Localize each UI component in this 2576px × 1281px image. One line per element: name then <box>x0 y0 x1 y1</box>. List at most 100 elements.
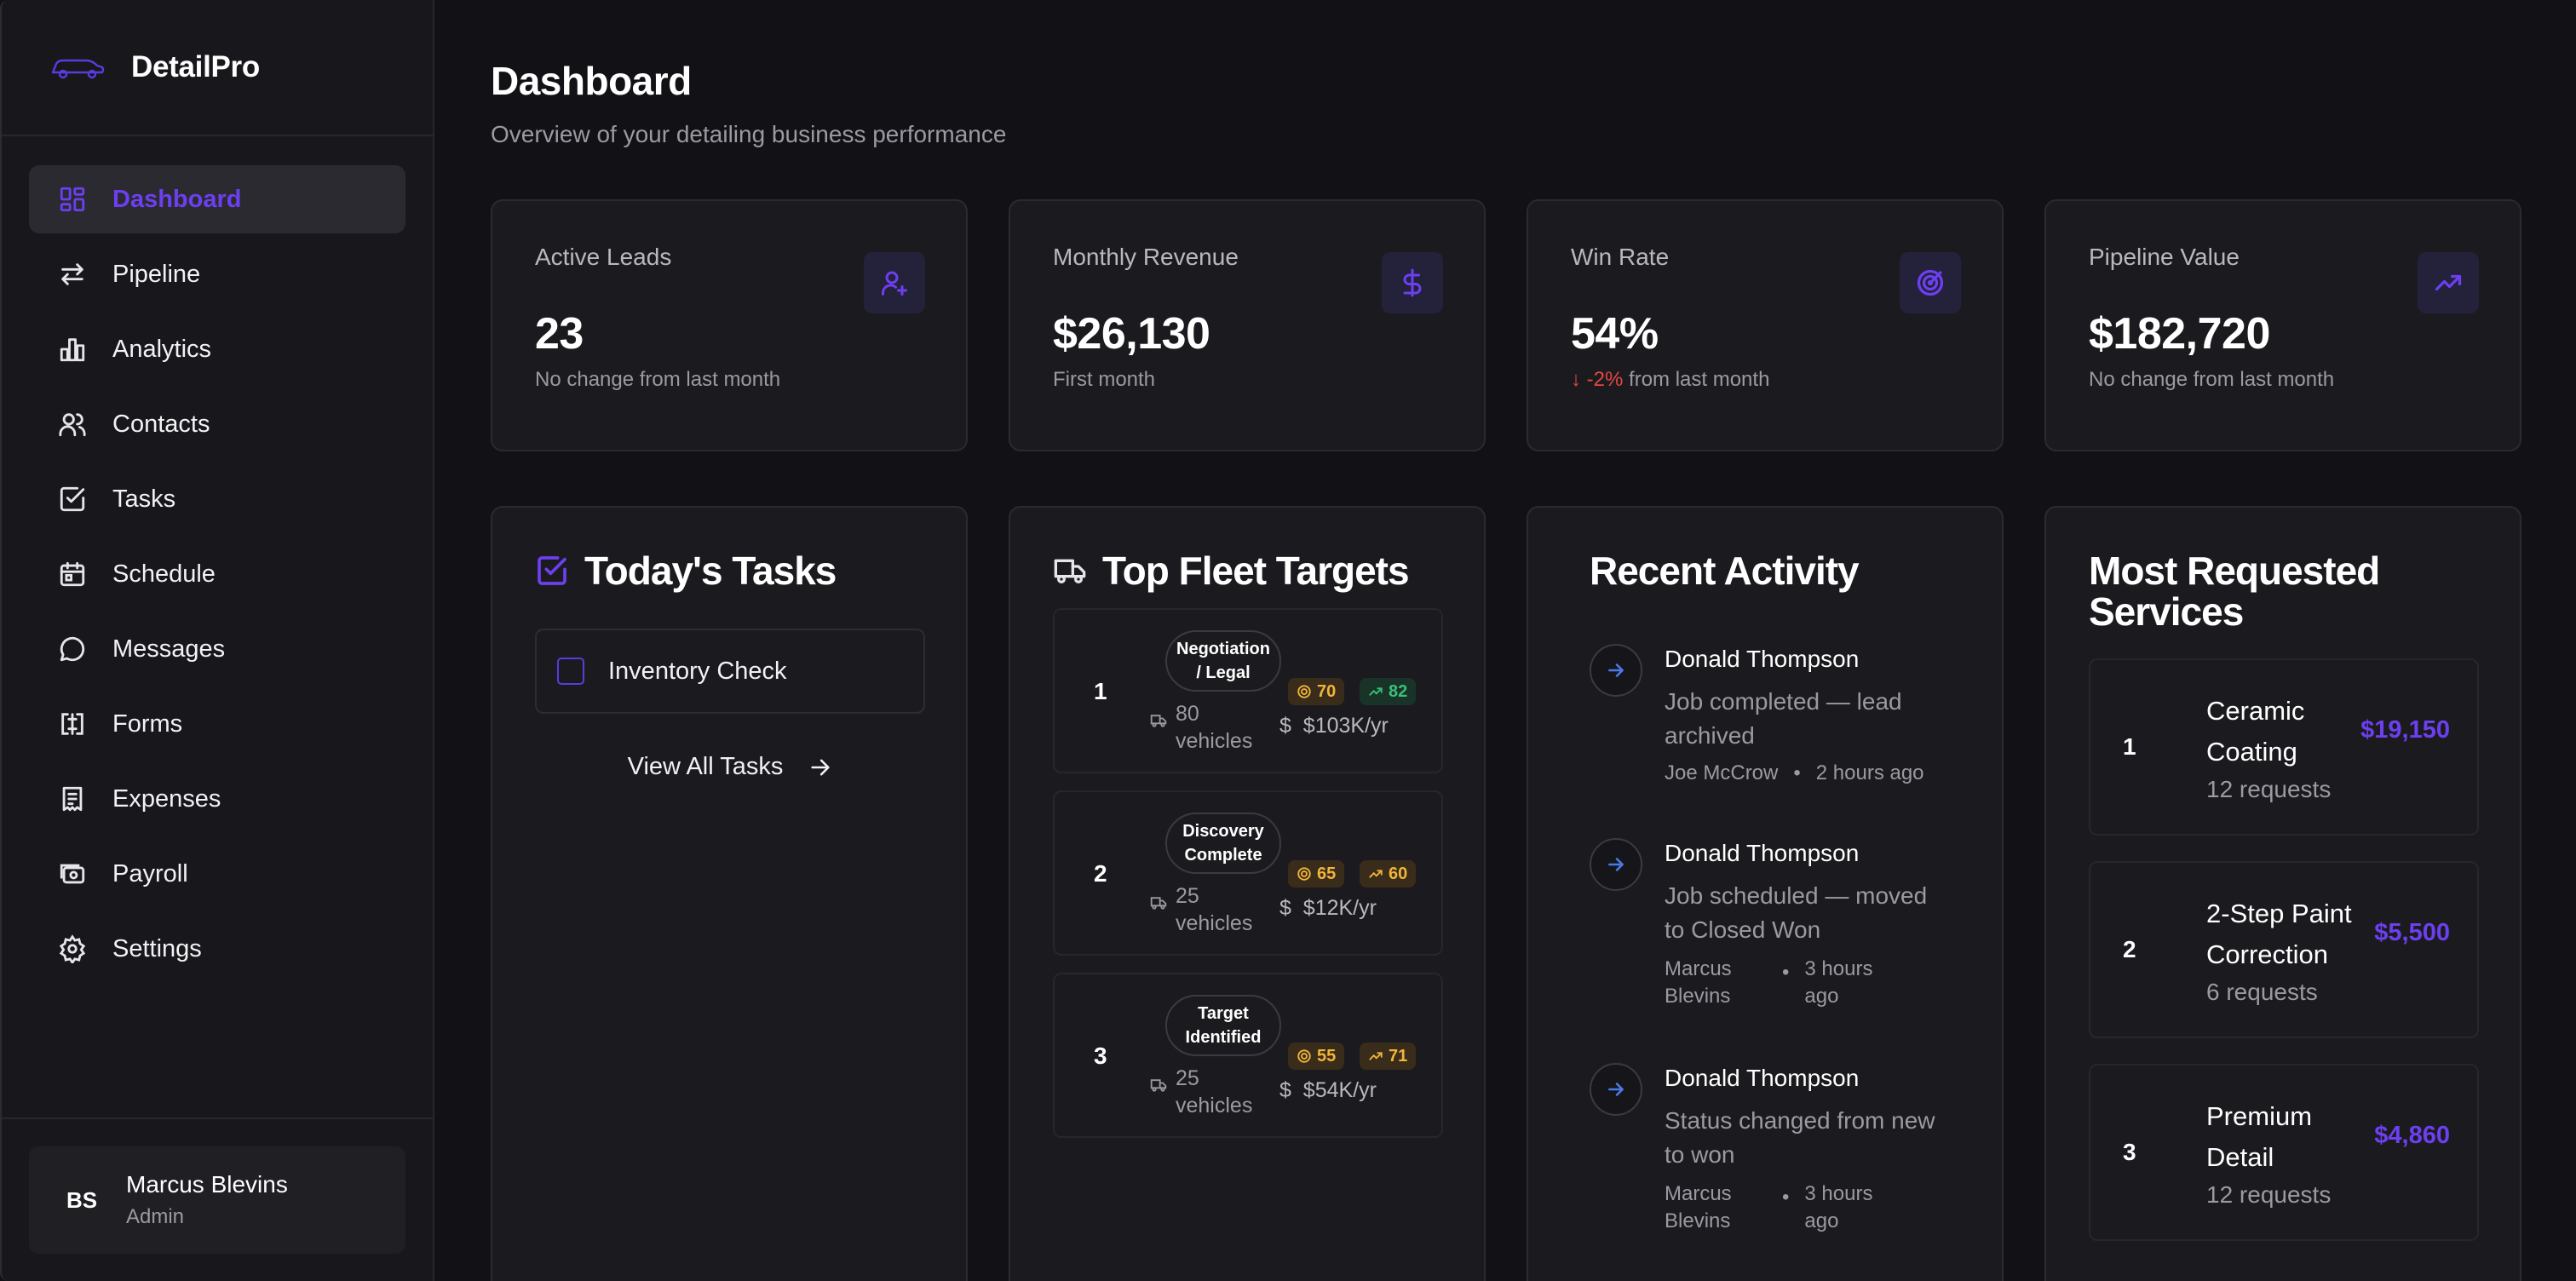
view-all-tasks-link[interactable]: View All Tasks <box>535 753 925 781</box>
activity-by: Marcus Blevins <box>1665 957 1732 1008</box>
user-role: Admin <box>126 1205 185 1228</box>
truck-icon <box>1150 897 1167 910</box>
activity-meta: Marcus Blevins • 3 hours ago <box>1665 956 1946 1010</box>
service-price: $19,150 <box>2360 715 2450 744</box>
stat-value: 23 <box>535 309 584 359</box>
activity-desc: Job scheduled — moved to Closed Won <box>1665 882 1928 944</box>
vehicles-word: vehicles <box>1176 911 1253 936</box>
dot-separator: • <box>1782 961 1790 985</box>
score-value: 70 <box>1317 681 1337 701</box>
revenue-value: $54K/yr <box>1302 1078 1377 1103</box>
stage-line: Identified <box>1185 1028 1262 1048</box>
activity-card: Recent Activity Donald Thompson Job comp… <box>1527 506 2004 1281</box>
dot-separator: • <box>1793 761 1801 785</box>
trend-value: 71 <box>1389 1046 1408 1066</box>
fleet-rank: 1 <box>1094 678 1107 705</box>
activity-item[interactable]: Donald Thompson Job scheduled — moved to… <box>1590 838 1961 1010</box>
stage-line: / Legal <box>1196 663 1251 683</box>
card-title-text: Most Requested Services <box>2089 549 2380 635</box>
arrow-down-icon: ↓ <box>1571 368 1587 391</box>
activity-by: Joe McCrow <box>1665 761 1779 785</box>
fleet-target-item[interactable]: 1 Negotiation / Legal 70 82 <box>1053 608 1443 774</box>
sidebar-item-analytics[interactable]: Analytics <box>29 315 405 383</box>
stat-value: $26,130 <box>1053 309 1210 359</box>
fleet-rank: 3 <box>1094 1043 1107 1070</box>
dollar-icon: $ <box>1279 896 1303 921</box>
stat-foot: No change from last month <box>2089 368 2335 391</box>
revenue-value: $103K/yr <box>1302 714 1389 738</box>
service-price: $5,500 <box>2374 918 2450 946</box>
form-icon <box>61 713 83 735</box>
score-value: 65 <box>1317 864 1337 883</box>
target-icon <box>1297 1049 1311 1063</box>
sidebar-item-dashboard[interactable]: Dashboard <box>29 165 405 233</box>
services-card: Most Requested Services 1 Ceramic Coatin… <box>2044 506 2521 1281</box>
fleet-target-item[interactable]: 2 Discovery Complete 65 60 <box>1053 790 1443 956</box>
stat-label: Pipeline Value <box>2089 244 2240 270</box>
user-name: Marcus Blevins <box>126 1171 288 1198</box>
service-item[interactable]: 1 Ceramic Coating 12 requests $19,150 <box>2089 658 2479 836</box>
fleet-rank: 2 <box>1094 860 1107 888</box>
sidebar-item-label: Tasks <box>112 485 176 513</box>
page-subtitle: Overview of your detailing business perf… <box>491 121 1007 147</box>
vehicles-count: 25 <box>1176 884 1199 909</box>
dollar-icon: $ <box>1279 714 1303 738</box>
users-icon <box>59 413 86 437</box>
user-card[interactable]: BS Marcus Blevins Admin <box>29 1146 405 1254</box>
service-item[interactable]: 3 Premium Detail 12 requests $4,860 <box>2089 1063 2479 1241</box>
sidebar-item-messages[interactable]: Messages <box>29 615 405 683</box>
fleet-revenue: $ $103K/yr <box>1279 714 1389 738</box>
vehicles-word: vehicles <box>1176 1094 1253 1118</box>
card-title-text: Top Fleet Targets <box>1102 549 1410 593</box>
activity-item[interactable]: Donald Thompson Job completed — lead arc… <box>1590 644 1961 785</box>
brand[interactable]: DetailPro <box>2 0 433 136</box>
stat-card-pipeline-value: Pipeline Value $182,720 No change from l… <box>2044 199 2521 451</box>
sidebar-item-pipeline[interactable]: Pipeline <box>29 240 405 308</box>
target-icon <box>1297 867 1311 881</box>
stage-line: Negotiation <box>1176 640 1270 659</box>
activity-name: Donald Thompson <box>1665 646 1860 673</box>
stat-card-active-leads: Active Leads 23 No change from last mont… <box>491 199 968 451</box>
stat-foot: No change from last month <box>535 368 781 391</box>
services-title: Most Requested Services <box>2089 550 2479 633</box>
sidebar-item-label: Forms <box>112 709 183 738</box>
cards-row: Today's Tasks Inventory Check View All T… <box>491 506 2521 1281</box>
sidebar-item-label: Messages <box>112 635 226 663</box>
sidebar-item-settings[interactable]: Settings <box>29 915 405 983</box>
view-all-label: View All Tasks <box>627 753 784 781</box>
score-badge: 55 <box>1288 1043 1345 1071</box>
sidebar-item-contacts[interactable]: Contacts <box>29 390 405 458</box>
task-checkbox[interactable] <box>557 658 584 686</box>
trending-up-icon <box>1369 1052 1383 1060</box>
wallet-icon <box>60 864 85 884</box>
sidebar-item-label: Pipeline <box>112 260 201 288</box>
activity-meta: Marcus Blevins • 3 hours ago <box>1665 1180 1946 1235</box>
service-item[interactable]: 2 2-Step Paint Correction 6 requests $5,… <box>2089 860 2479 1038</box>
sidebar-item-expenses[interactable]: Expenses <box>29 765 405 833</box>
arrow-right-icon <box>1590 644 1642 698</box>
sidebar-item-schedule[interactable]: Schedule <box>29 540 405 608</box>
card-title-text: Recent Activity <box>1590 549 1860 593</box>
activity-by: Marcus Blevins <box>1665 1182 1732 1233</box>
sidebar-item-payroll[interactable]: Payroll <box>29 840 405 908</box>
gear-icon <box>59 934 86 963</box>
fleet-stage-badge: Negotiation / Legal <box>1165 630 1281 692</box>
checkbox-icon <box>538 556 566 585</box>
activity-meta: Joe McCrow • 2 hours ago <box>1665 761 1946 785</box>
fleet-target-item[interactable]: 3 Target Identified 55 71 <box>1053 973 1443 1139</box>
service-rank: 3 <box>2123 1138 2136 1165</box>
task-item[interactable]: Inventory Check <box>535 629 925 715</box>
score-badge: 70 <box>1288 678 1345 706</box>
stat-value: 54% <box>1571 309 1659 359</box>
trend-value: 82 <box>1389 681 1408 701</box>
sidebar-item-forms[interactable]: Forms <box>29 690 405 758</box>
sidebar-item-tasks[interactable]: Tasks <box>29 465 405 533</box>
user-plus-icon <box>864 252 925 313</box>
activity-item[interactable]: Donald Thompson Status changed from new … <box>1590 1063 1961 1235</box>
stat-value: $182,720 <box>2089 309 2270 359</box>
sidebar-item-label: Payroll <box>112 859 188 888</box>
tasks-title: Today's Tasks <box>535 550 925 591</box>
message-circle-icon <box>60 636 85 662</box>
sidebar-item-label: Expenses <box>112 784 221 813</box>
fleet-revenue: $ $12K/yr <box>1279 896 1377 921</box>
